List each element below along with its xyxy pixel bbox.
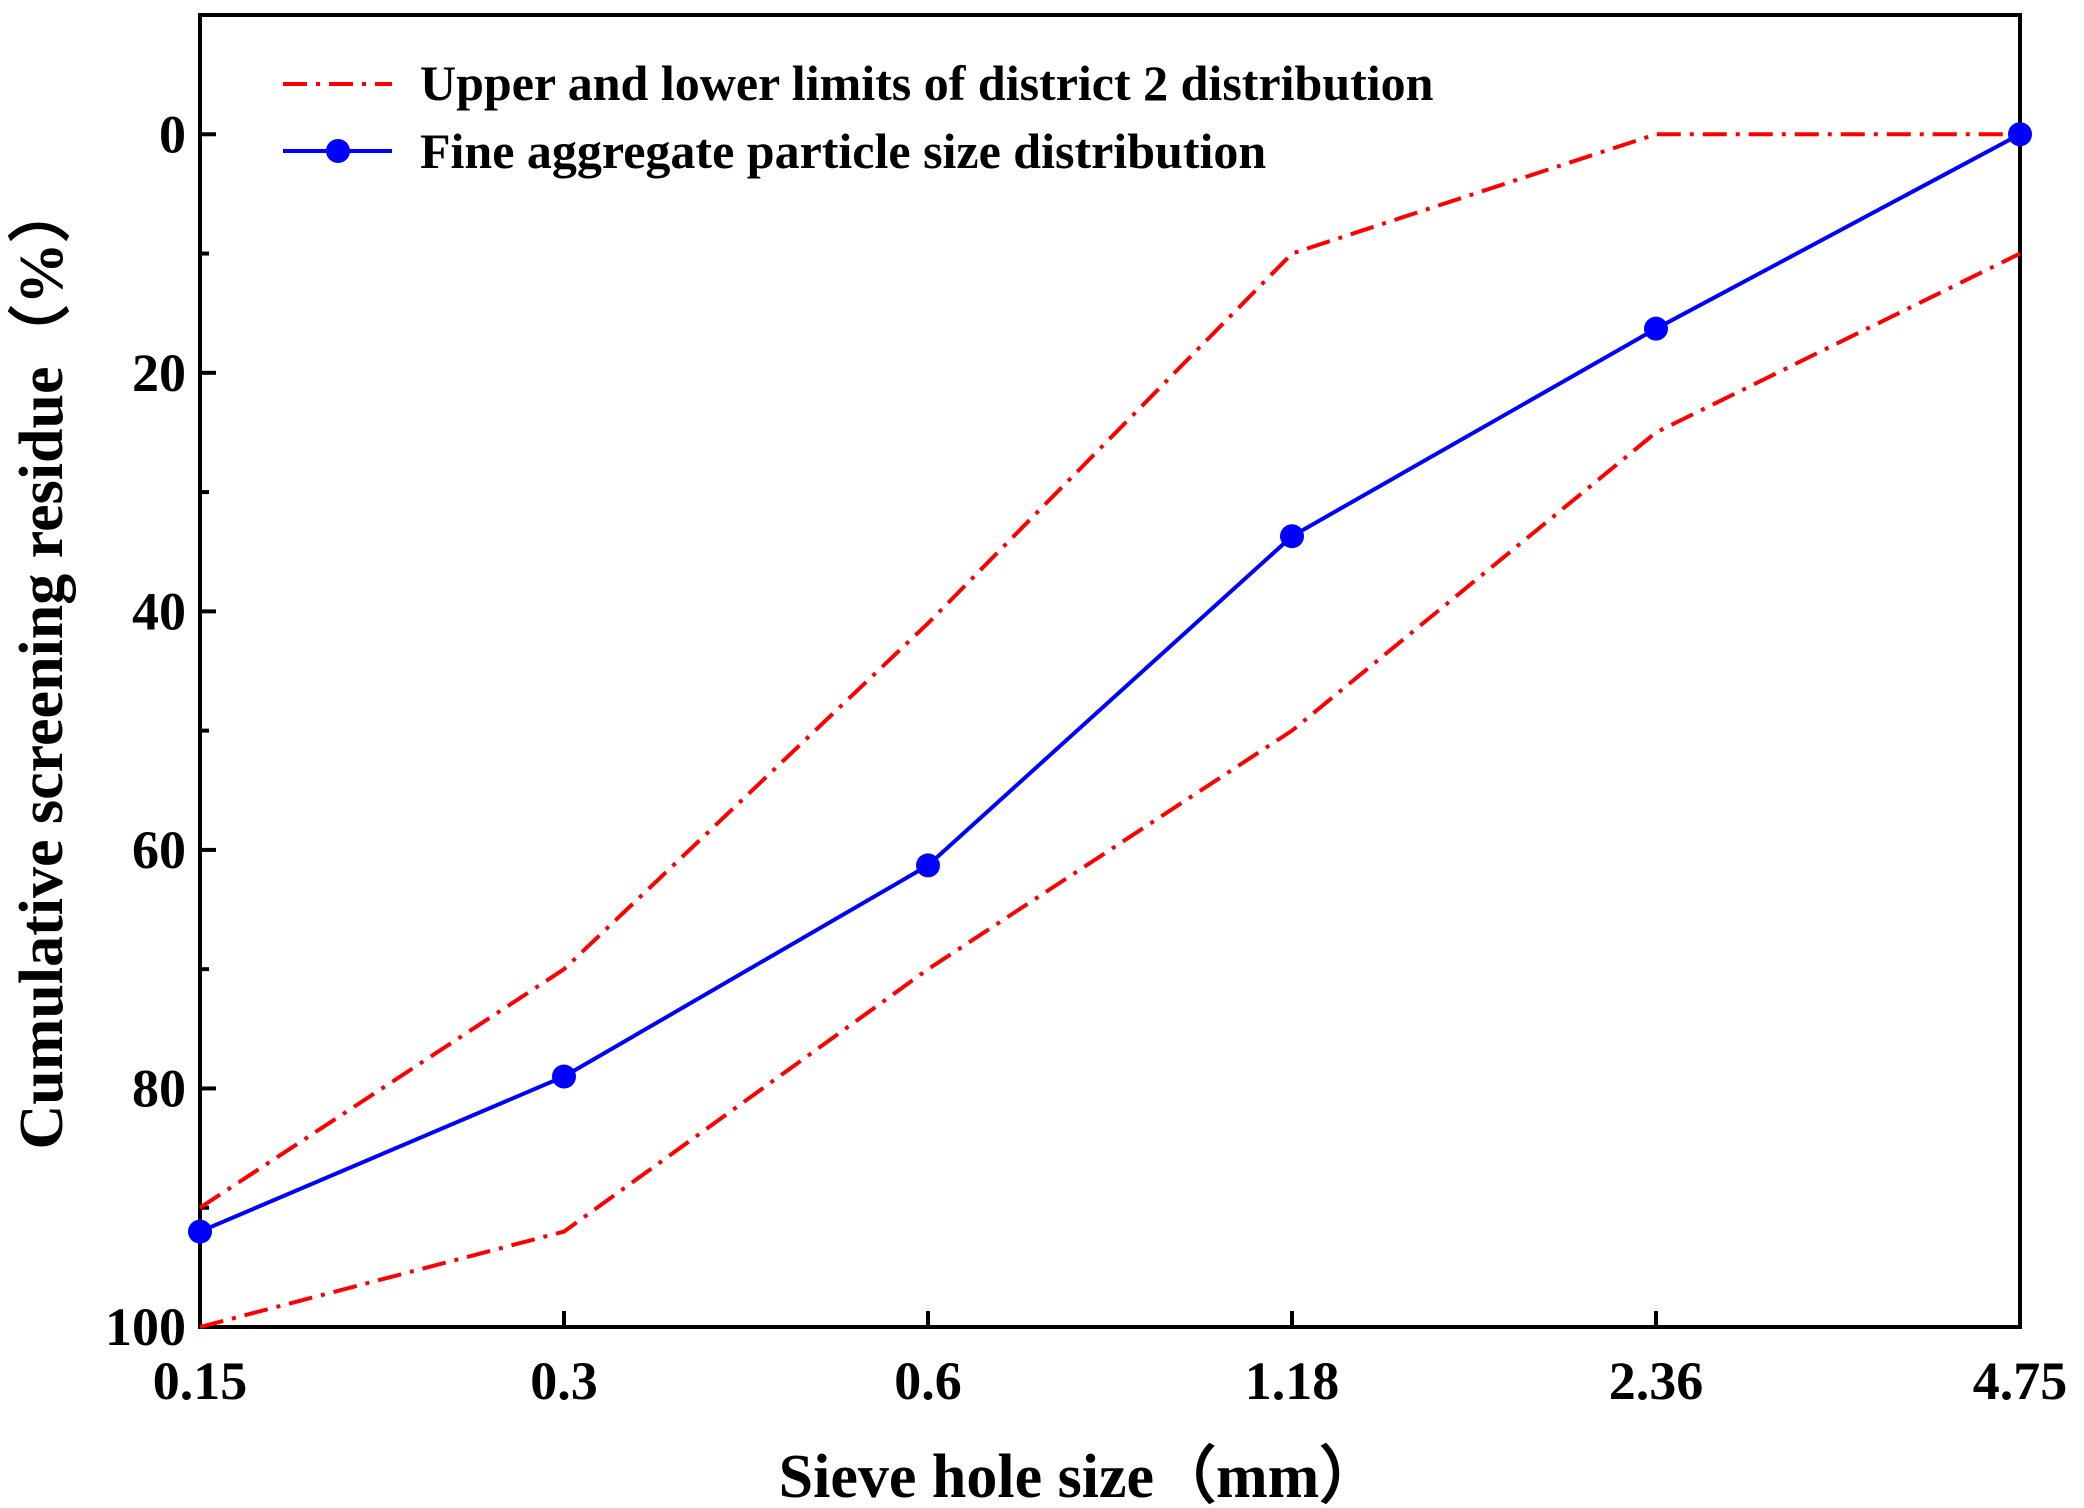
data-point-measured — [1644, 316, 1668, 341]
series-line-lower-limit — [199, 251, 2021, 1329]
y-axis-ticks: 0 20 40 60 80 100 — [105, 104, 216, 1357]
y-tick-label: 100 — [105, 1297, 186, 1357]
y-tick-label: 20 — [132, 343, 186, 403]
y-tick-label: 60 — [132, 820, 186, 880]
x-tick-label: 4.75 — [1973, 1351, 2068, 1411]
x-tick-label: 0.15 — [153, 1351, 248, 1411]
x-tick-label: 0.6 — [894, 1351, 962, 1411]
legend-marker-measured — [326, 139, 350, 163]
legend-label-limits: Upper and lower limits of district 2 dis… — [420, 55, 1434, 111]
y-tick-label: 80 — [132, 1058, 186, 1118]
series-line-measured — [199, 132, 2021, 1234]
x-axis-ticks: 0.15 0.3 0.6 1.18 2.36 4.75 — [153, 1311, 2068, 1411]
y-tick-label: 0 — [159, 104, 186, 164]
series-layer — [188, 122, 2032, 1329]
data-point-measured — [2008, 122, 2032, 147]
x-axis-title: Sieve hole size（mm） — [779, 1441, 1382, 1508]
y-tick-label: 40 — [132, 581, 186, 641]
legend: Upper and lower limits of district 2 dis… — [283, 55, 1434, 179]
series-line-upper-limit — [198, 132, 2020, 1210]
data-point-measured — [1280, 524, 1304, 549]
legend-label-measured: Fine aggregate particle size distributio… — [420, 123, 1266, 179]
y-axis-title: Cumulative screening residue（%） — [6, 180, 76, 1149]
data-point-measured — [552, 1064, 576, 1089]
data-point-measured — [916, 853, 940, 878]
plot-frame — [198, 13, 2022, 1329]
x-tick-label: 2.36 — [1609, 1351, 1704, 1411]
data-point-measured — [188, 1219, 212, 1244]
x-tick-label: 1.18 — [1245, 1351, 1340, 1411]
x-tick-label: 0.3 — [530, 1351, 598, 1411]
